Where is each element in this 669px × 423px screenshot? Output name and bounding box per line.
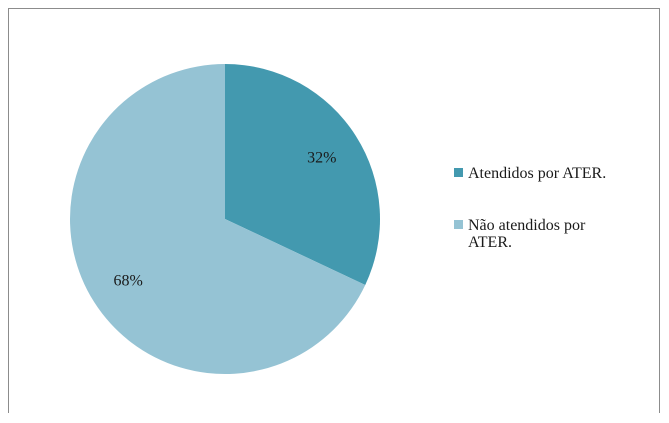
legend: Atendidos por ATER. Não atendidos por ATER… xyxy=(454,165,606,251)
legend-item-2: Não atendidos por ATER. xyxy=(454,217,586,251)
data-labels: 32% 68% xyxy=(114,150,337,290)
legend-label-2: Não atendidos por ATER. xyxy=(468,217,586,251)
legend-swatch-2 xyxy=(454,220,463,229)
legend-label-1: Atendidos por ATER. xyxy=(468,165,606,182)
data-label-2: 68% xyxy=(114,273,143,290)
pie-slice-1 xyxy=(225,64,381,285)
legend-item-1: Atendidos por ATER. xyxy=(454,165,606,182)
pie-slices xyxy=(70,64,381,374)
data-label-1: 32% xyxy=(307,150,336,167)
pie-slice-2 xyxy=(70,64,366,374)
legend-swatch-1 xyxy=(454,168,463,177)
